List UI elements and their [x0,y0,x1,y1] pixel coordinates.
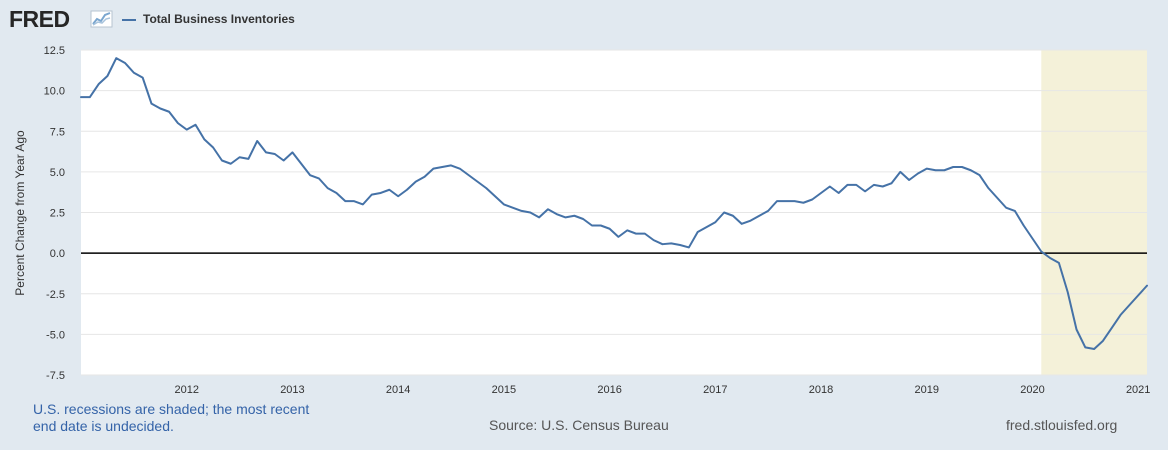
x-tick-label: 2021 [1126,384,1150,396]
source-note: Source: U.S. Census Bureau [489,417,669,433]
x-tick-label: 2013 [280,384,304,396]
fred-logo[interactable]: FRED [9,6,70,32]
recession-note: U.S. recessions are shaded; the most rec… [33,401,310,434]
x-tick-label: 2018 [809,384,833,396]
y-axis-title: Percent Change from Year Ago [13,130,27,296]
chart-header: FRED Total Business Inventories [0,0,1168,40]
legend-label: Total Business Inventories [143,12,295,26]
x-tick-label: 2012 [174,384,198,396]
x-tick-label: 2016 [597,384,621,396]
y-tick-label: 2.5 [50,208,65,220]
x-tick-label: 2019 [915,384,939,396]
y-tick-label: 7.5 [50,126,65,138]
y-tick-label: 12.5 [44,45,65,57]
fred-url[interactable]: fred.stlouisfed.org [1006,417,1118,433]
x-tick-label: 2020 [1020,384,1044,396]
y-tick-label: 0.0 [50,248,65,260]
y-tick-label: -5.0 [46,329,65,341]
y-tick-label: 10.0 [44,86,65,98]
legend-swatch [122,19,136,21]
x-tick-label: 2017 [703,384,727,396]
x-tick-label: 2014 [386,384,410,396]
chart-trend-icon [89,9,114,29]
y-tick-label: 5.0 [50,167,65,179]
y-tick-label: -7.5 [46,370,65,382]
x-tick-label: 2015 [492,384,516,396]
y-tick-label: -2.5 [46,289,65,301]
series-line[interactable] [80,57,1148,350]
